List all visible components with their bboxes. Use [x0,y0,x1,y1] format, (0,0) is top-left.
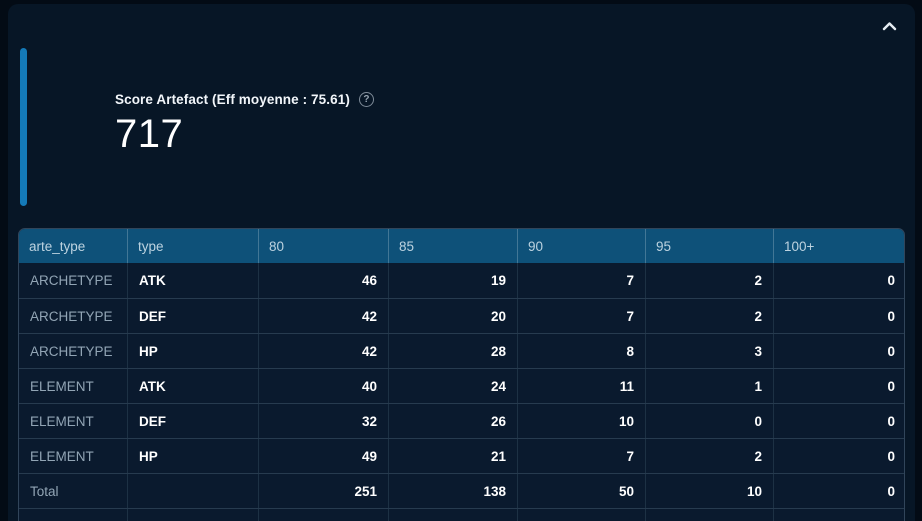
table-cell: HP [128,439,259,473]
table-cell: ARCHETYPE [19,263,128,298]
table-cell: Total [19,474,128,508]
table-cell [19,509,128,521]
table-cell: 0 [646,404,774,438]
table-cell: 0 [887,448,895,464]
table-cell: HP [128,334,259,368]
table-row-partial [19,508,904,521]
table-cell: ARCHETYPE [19,299,128,333]
table-cell: 0 [887,413,895,429]
table-cell: 26 [389,404,518,438]
table-cell: 11 [518,369,646,403]
table-cell [518,509,646,521]
table-cell: ARCHETYPE [19,334,128,368]
table-cell [646,509,774,521]
table-cell: 2 [646,299,774,333]
table-cell: 0 [887,308,895,324]
table-cell: 49 [259,439,389,473]
table-cell: 10 [518,404,646,438]
column-header-80[interactable]: 80 [259,229,389,263]
table-cell [128,474,259,508]
column-header-arte_type[interactable]: arte_type [19,229,128,263]
table-cell: 32 [259,404,389,438]
column-header-100+[interactable]: 100+ [784,238,815,254]
score-title: Score Artefact (Eff moyenne : 75.61) [115,92,350,107]
table-cell: 0 [887,483,895,499]
table-cell: 2 [646,439,774,473]
table-row: ELEMENT HP 49 21 7 2 0 [19,438,904,473]
table-cell: 7 [518,439,646,473]
table-cell: ATK [128,263,259,298]
table-header-row: arte_type type 80 85 90 95 100+ [19,229,904,263]
table-cell [774,509,904,521]
table-row: ARCHETYPE HP 42 28 8 3 0 [19,333,904,368]
table-cell: ELEMENT [19,404,128,438]
table-cell: 2 [646,263,774,298]
table-cell: 0 [887,343,895,359]
table-cell: 1 [646,369,774,403]
table-row: ARCHETYPE DEF 42 20 7 2 0 [19,298,904,333]
table-cell: 0 [887,378,895,394]
table-row: ARCHETYPE ATK 46 19 7 2 0 [19,263,904,298]
accent-bar [20,48,27,206]
chevron-up-icon [882,21,897,31]
column-header-85[interactable]: 85 [389,229,518,263]
table-cell: 20 [389,299,518,333]
table-cell: 42 [259,299,389,333]
table-cell: 28 [389,334,518,368]
help-icon[interactable]: ? [358,92,374,107]
table-cell [128,509,259,521]
table-cell: DEF [128,299,259,333]
table-cell: ATK [128,369,259,403]
table-row: Total 251 138 50 10 0 [19,473,904,508]
table-cell: ELEMENT [19,369,128,403]
table-cell: 0 [887,273,895,288]
table-cell: 42 [259,334,389,368]
table-cell: 7 [518,263,646,298]
table-cell: 40 [259,369,389,403]
score-table: arte_type type 80 85 90 95 100+ ARCHETYPE ATK 46… [18,228,905,521]
table-row: ELEMENT DEF 32 26 10 0 0 [19,403,904,438]
table-cell [259,509,389,521]
table-cell: 19 [389,263,518,298]
table-cell: 3 [646,334,774,368]
table-cell: 251 [259,474,389,508]
collapse-panel-button[interactable] [875,12,903,40]
table-cell [389,509,518,521]
table-cell: 8 [518,334,646,368]
table-cell: 24 [389,369,518,403]
table-cell: 138 [389,474,518,508]
score-panel: Score Artefact (Eff moyenne : 75.61) ? 7… [8,4,915,521]
table-cell: 46 [259,263,389,298]
table-cell: DEF [128,404,259,438]
table-cell: 10 [646,474,774,508]
column-header-type[interactable]: type [128,229,259,263]
table-cell: 7 [518,299,646,333]
table-cell: 21 [389,439,518,473]
score-card: Score Artefact (Eff moyenne : 75.61) ? 7… [115,92,374,154]
table-row: ELEMENT ATK 40 24 11 1 0 [19,368,904,403]
table-cell: ELEMENT [19,439,128,473]
column-header-95[interactable]: 95 [646,229,774,263]
score-value: 717 [115,112,184,156]
table-cell: 50 [518,474,646,508]
column-header-90[interactable]: 90 [518,229,646,263]
